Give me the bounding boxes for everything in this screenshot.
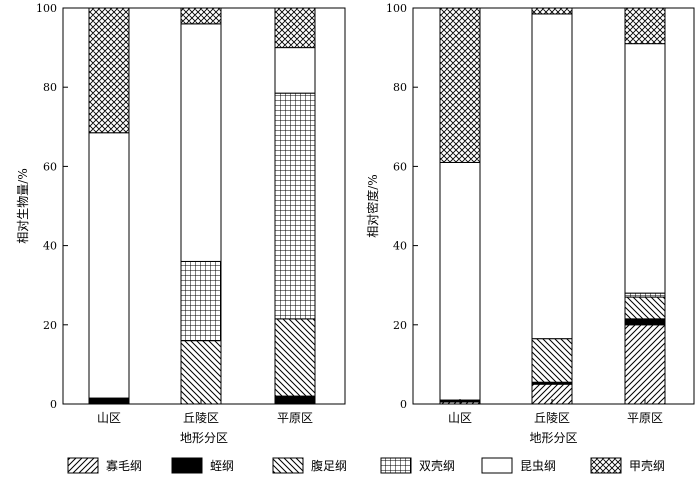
y-tick-label: 80 xyxy=(43,81,57,94)
y-tick-label: 80 xyxy=(393,81,407,94)
y-tick-label: 100 xyxy=(36,2,57,15)
bar-segment xyxy=(274,7,316,49)
bar-stack xyxy=(274,7,316,405)
bar-segment xyxy=(531,7,573,15)
bar-stack xyxy=(624,7,666,405)
x-tick-label: 山区 xyxy=(448,411,472,425)
bar-segment xyxy=(624,318,666,326)
bar-segment xyxy=(88,132,130,399)
plot-frame xyxy=(62,7,346,405)
bar-segment xyxy=(180,340,222,405)
bar-segment xyxy=(180,23,222,262)
y-tick-label: 60 xyxy=(393,160,407,173)
legend-label: 甲壳纲 xyxy=(629,459,665,473)
x-tick-label: 山区 xyxy=(97,411,121,425)
x-axis-label: 地形分区 xyxy=(529,431,577,445)
x-tick-label: 平原区 xyxy=(627,411,663,425)
y-tick-label: 60 xyxy=(43,160,57,173)
y-tick-label: 100 xyxy=(386,2,407,15)
legend-item: 寡毛纲 xyxy=(67,457,142,474)
bar-segment xyxy=(88,7,130,134)
plot-frame xyxy=(412,7,695,405)
bar-segment xyxy=(531,13,573,340)
legend-label: 寡毛纲 xyxy=(106,458,142,473)
bar-segment xyxy=(180,7,222,25)
legend-item: 昆虫纲 xyxy=(481,457,556,474)
bar-segment xyxy=(624,296,666,320)
bar-segment xyxy=(274,47,316,94)
legend-label: 蛭纲 xyxy=(210,458,234,473)
bar-segment xyxy=(274,318,316,397)
bar-stack xyxy=(439,7,481,405)
y-tick-label: 0 xyxy=(50,398,57,411)
bar-segment xyxy=(624,43,666,294)
bar-segment xyxy=(624,292,666,298)
y-tick-label: 20 xyxy=(393,319,407,332)
bar-stack xyxy=(180,7,222,405)
bar-segment xyxy=(439,161,481,401)
legend-swatch xyxy=(67,457,99,474)
bar-segment xyxy=(274,92,316,320)
x-axis-label: 地形分区 xyxy=(180,431,228,445)
legend-swatch xyxy=(171,457,203,474)
bar-segment xyxy=(531,338,573,383)
legend-item: 双壳纲 xyxy=(380,457,455,474)
y-tick-label: 0 xyxy=(400,398,407,411)
bar-stack xyxy=(88,7,130,405)
legend-item: 甲壳纲 xyxy=(590,457,665,474)
bar-segment xyxy=(624,324,666,405)
legend-label: 腹足纲 xyxy=(311,459,347,473)
bar-segment xyxy=(624,7,666,45)
y-axis-label: 相对生物量/% xyxy=(16,168,30,243)
y-tick-label: 20 xyxy=(43,319,57,332)
legend-item: 蛭纲 xyxy=(171,457,234,474)
legend-swatch xyxy=(590,457,622,474)
bar-stack xyxy=(531,7,573,405)
legend-label: 双壳纲 xyxy=(419,459,455,473)
legend-swatch xyxy=(380,457,412,474)
x-tick-label: 平原区 xyxy=(277,411,313,425)
y-tick-label: 40 xyxy=(43,240,57,253)
bar-segment xyxy=(180,260,222,342)
y-tick-label: 40 xyxy=(393,240,407,253)
bar-segment xyxy=(439,7,481,163)
x-tick-label: 丘陵区 xyxy=(534,411,570,425)
y-axis-label: 相对密度/% xyxy=(365,174,380,237)
x-tick-label: 丘陵区 xyxy=(183,411,219,425)
legend-swatch xyxy=(272,457,304,474)
legend-label: 昆虫纲 xyxy=(520,459,556,473)
legend: 寡毛纲 蛭纲 腹足纲 双壳纲 昆虫纲 甲壳纲 xyxy=(67,457,665,474)
legend-swatch xyxy=(481,457,513,474)
legend-item: 腹足纲 xyxy=(272,457,347,474)
